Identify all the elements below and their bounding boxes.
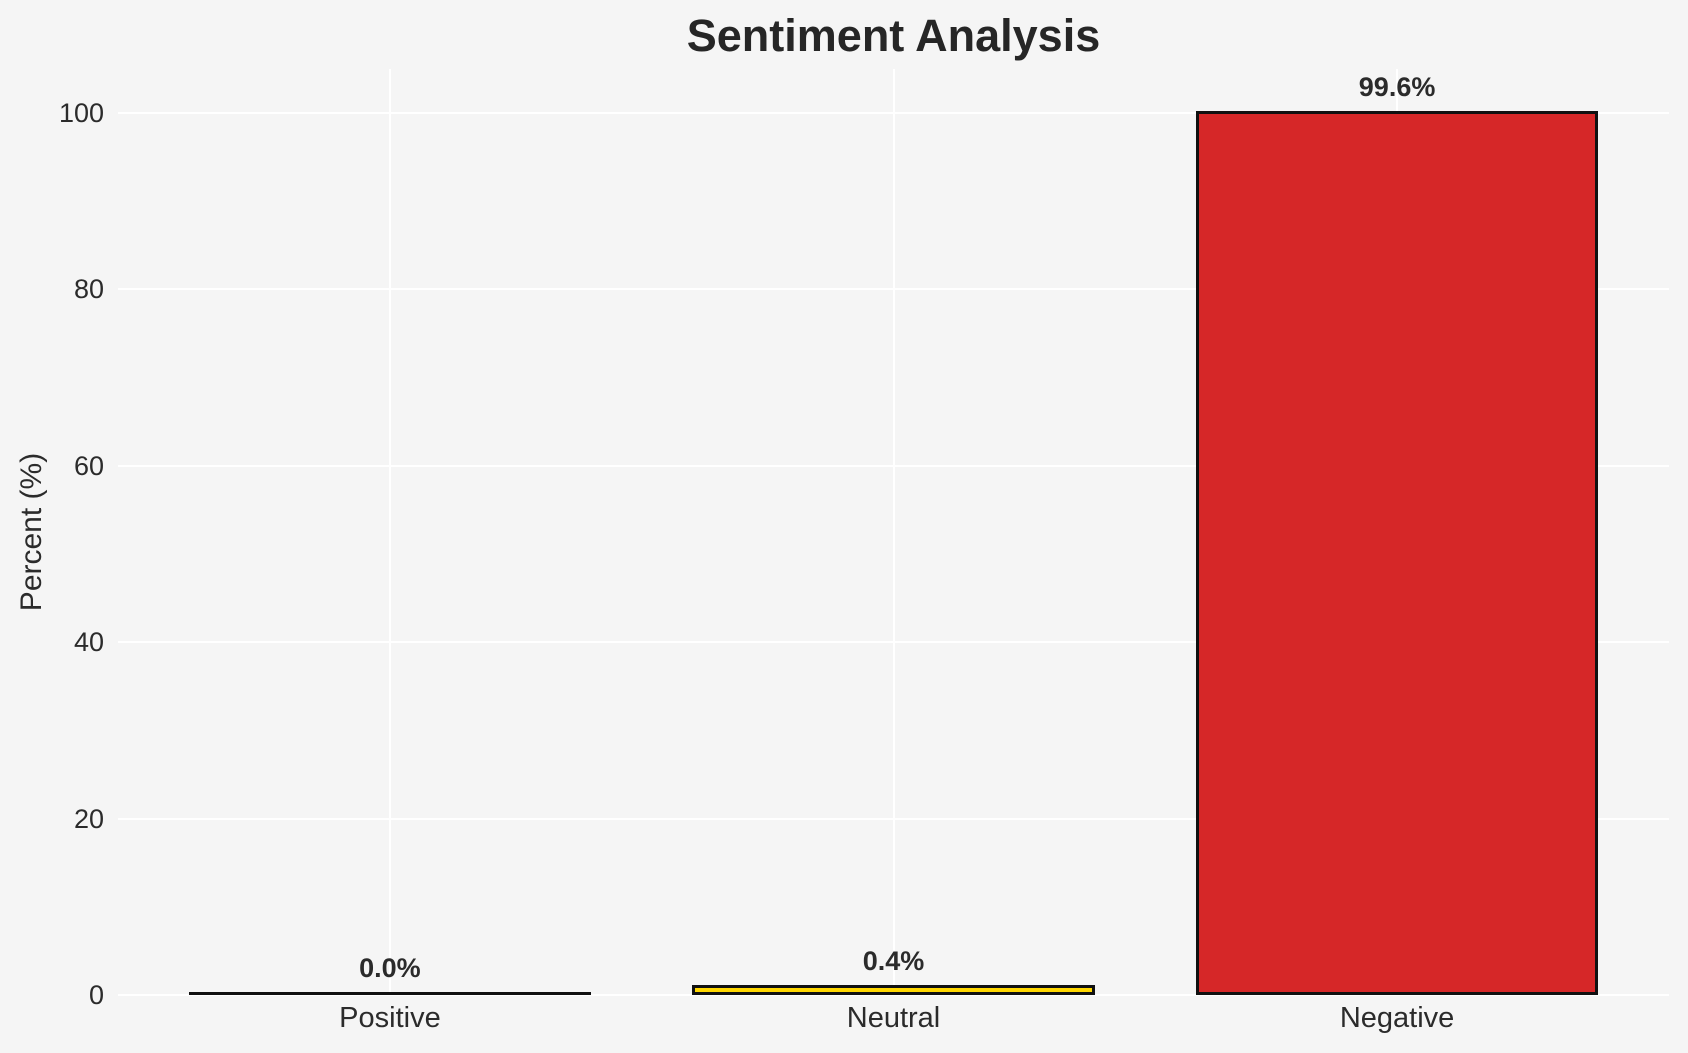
bar-negative <box>1195 110 1599 995</box>
bar-value-label: 99.6% <box>1358 71 1436 102</box>
bar-value-label: 0.0% <box>359 953 421 983</box>
y-tick-label: 40 <box>73 627 104 658</box>
x-tick-label-positive: Positive <box>339 1002 441 1034</box>
vertical-gridline <box>388 69 391 995</box>
x-tick-label-neutral: Neutral <box>846 1002 941 1034</box>
y-tick-label: 20 <box>73 803 104 834</box>
chart-title: Sentiment Analysis <box>686 10 1101 61</box>
y-tick-label: 100 <box>58 98 104 129</box>
horizontal-gridline <box>118 994 1669 996</box>
plot-area: 0.0% 0.4% 99.6% <box>118 69 1669 996</box>
x-tick-label-negative: Negative <box>1339 1002 1455 1034</box>
bar-value-label: 0.4% <box>862 946 925 977</box>
y-tick-label: 0 <box>88 980 104 1010</box>
vertical-gridline <box>892 69 895 995</box>
bar-positive <box>188 992 592 995</box>
bar-neutral <box>692 985 1095 995</box>
y-tick-label: 60 <box>73 450 104 481</box>
y-tick-label: 80 <box>73 274 104 305</box>
